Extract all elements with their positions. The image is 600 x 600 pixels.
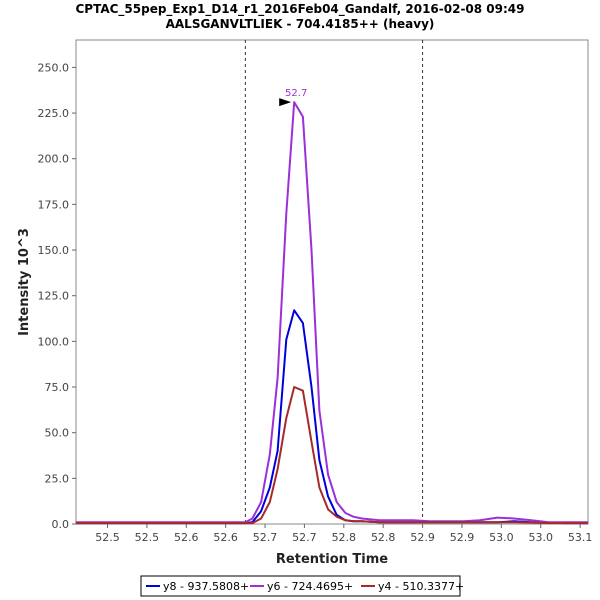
y-tick-label: 150.0 — [38, 244, 70, 257]
x-tick-label: 52.6 — [174, 531, 199, 544]
y-tick-label: 225.0 — [38, 107, 70, 120]
x-tick-label: 53.0 — [528, 531, 553, 544]
plot-area — [75, 39, 589, 525]
legend-label: y4 - 510.3377+ — [378, 580, 464, 593]
chart-title: CPTAC_55pep_Exp1_D14_r1_2016Feb04_Gandal… — [75, 2, 524, 17]
peak-label: 52.7 — [285, 88, 307, 99]
y-tick-label: 100.0 — [38, 335, 70, 348]
y-tick-label: 25.0 — [45, 472, 70, 485]
x-tick-label: 52.5 — [95, 531, 120, 544]
x-tick-label: 52.6 — [213, 531, 238, 544]
x-tick-label: 52.8 — [371, 531, 396, 544]
legend-label: y6 - 724.4695+ — [267, 580, 353, 593]
x-tick-label: 53.0 — [489, 531, 514, 544]
y-axis: 0.0 25.0 50.0 75.0 100.0 125.0 150.0 175.0 200.0… — [38, 61, 76, 531]
x-tick-label: 52.5 — [135, 531, 160, 544]
x-tick-label: 52.7 — [292, 531, 317, 544]
x-tick-label: 53.1 — [568, 531, 593, 544]
x-tick-label: 52.9 — [410, 531, 435, 544]
series-line-y4 — [76, 386, 588, 525]
series-lines — [76, 101, 588, 525]
legend-items: y8 - 937.5808+ y6 - 724.4695+ y4 - 510.337… — [146, 580, 464, 593]
x-tick-label: 52.7 — [253, 531, 278, 544]
integration-boundaries — [244, 40, 424, 524]
y-tick-label: 200.0 — [38, 153, 70, 166]
x-axis-label: Retention Time — [276, 552, 388, 567]
y-tick-label: 75.0 — [45, 381, 70, 394]
peak-annotation: 52.7 — [279, 88, 307, 107]
y-tick-label: 250.0 — [38, 61, 70, 74]
peak-arrow-icon — [279, 98, 292, 107]
y-tick-label: 50.0 — [45, 427, 70, 440]
series-line-y6 — [76, 101, 588, 524]
x-tick-label: 52.8 — [332, 531, 357, 544]
x-tick-label: 52.9 — [450, 531, 475, 544]
x-axis: 52.5 52.5 52.6 52.6 52.7 52.7 52.8 52.8 52.9 52.9… — [95, 524, 592, 544]
y-tick-label: 0.0 — [52, 518, 70, 531]
legend-label: y8 - 937.5808+ — [163, 580, 249, 593]
y-tick-label: 175.0 — [38, 198, 70, 211]
legend — [140, 575, 461, 597]
y-axis-label: Intensity 10^3 — [17, 228, 32, 336]
chart-subtitle: AALSGANVLTLIEK - 704.4185++ (heavy) — [166, 17, 435, 31]
y-tick-label: 125.0 — [38, 290, 70, 303]
